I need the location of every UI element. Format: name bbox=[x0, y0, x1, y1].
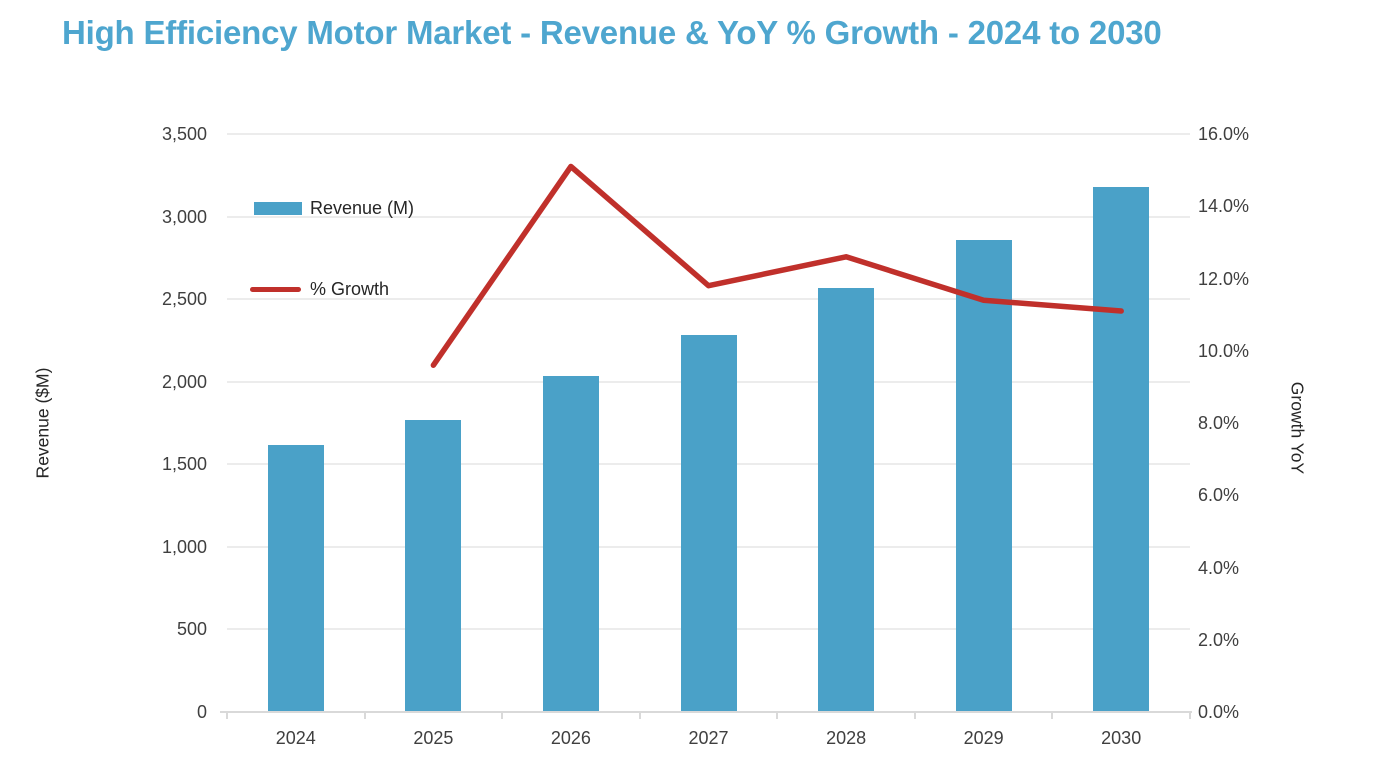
right-tick-label: 10.0% bbox=[1198, 340, 1250, 361]
bar-2029 bbox=[955, 239, 1012, 712]
plot-area bbox=[227, 133, 1190, 712]
x-axis-tick-mark bbox=[1189, 713, 1191, 719]
right-tick-label: 6.0% bbox=[1198, 485, 1240, 506]
growth-line-svg bbox=[430, 163, 1124, 368]
legend-revenue-swatch bbox=[254, 202, 302, 215]
x-axis-tick-mark bbox=[913, 713, 916, 719]
x-tick-label: 2027 bbox=[688, 728, 729, 748]
x-axis-tick-mark bbox=[363, 713, 366, 719]
x-tick-label: 2026 bbox=[550, 728, 591, 748]
right-tick-label: 4.0% bbox=[1198, 557, 1240, 578]
legend-revenue-label: Revenue (M) bbox=[310, 198, 415, 218]
bar-2024 bbox=[267, 445, 324, 712]
bar-2027 bbox=[680, 334, 737, 712]
x-tick-label: 2029 bbox=[963, 728, 1004, 748]
right-tick-label: 8.0% bbox=[1198, 413, 1240, 433]
x-tick-label: 2024 bbox=[275, 728, 316, 748]
x-axis-line bbox=[220, 711, 1192, 713]
x-axis-tick-mark bbox=[638, 713, 641, 719]
legend-growth-label: % Growth bbox=[310, 279, 390, 299]
left-tick-label: 2,500 bbox=[161, 289, 207, 310]
gridline bbox=[227, 298, 1190, 301]
x-axis-tick-mark bbox=[776, 713, 779, 719]
x-tick-label: 2028 bbox=[826, 728, 867, 748]
chart-title: High Efficiency Motor Market - Revenue &… bbox=[62, 14, 1162, 51]
right-tick-label: 0.0% bbox=[1198, 702, 1240, 722]
left-tick-label: 1,000 bbox=[161, 536, 207, 557]
right-axis-title: Growth YoY bbox=[1287, 381, 1308, 475]
right-tick-label: 16.0% bbox=[1198, 124, 1250, 144]
right-tick-label: 2.0% bbox=[1198, 629, 1240, 650]
right-tick-label: 12.0% bbox=[1198, 268, 1250, 289]
left-tick-label: 3,500 bbox=[161, 124, 207, 144]
left-axis-title: Revenue ($M) bbox=[32, 367, 53, 479]
x-axis-tick-mark bbox=[501, 713, 504, 719]
bar-2028 bbox=[818, 288, 875, 712]
legend-growth-swatch bbox=[250, 287, 301, 292]
left-tick-label: 500 bbox=[176, 619, 207, 640]
gridline bbox=[227, 133, 1190, 135]
x-tick-label: 2030 bbox=[1101, 728, 1142, 748]
right-tick-label: 14.0% bbox=[1198, 196, 1250, 217]
x-tick-label: 2025 bbox=[413, 728, 454, 748]
x-axis-tick-mark bbox=[1051, 713, 1054, 719]
left-tick-label: 0 bbox=[196, 702, 207, 722]
left-tick-label: 2,000 bbox=[161, 371, 207, 392]
bar-2025 bbox=[405, 419, 462, 712]
bar-2026 bbox=[542, 375, 599, 712]
x-axis-tick-mark bbox=[226, 713, 228, 719]
growth-line bbox=[430, 163, 1124, 368]
bar-2030 bbox=[1093, 186, 1150, 712]
left-tick-label: 3,000 bbox=[161, 206, 207, 227]
left-tick-label: 1,500 bbox=[161, 454, 207, 475]
gridline bbox=[227, 215, 1190, 218]
